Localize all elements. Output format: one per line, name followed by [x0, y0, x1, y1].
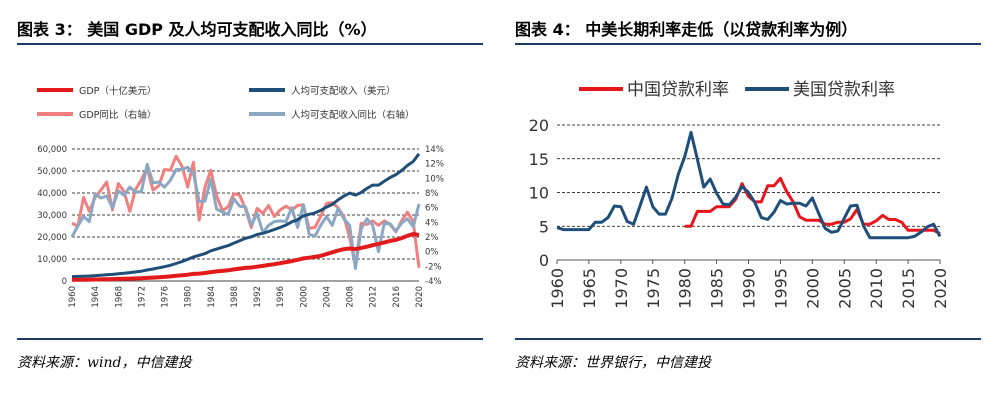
- chart1-x-tick-label: 1964: [91, 286, 101, 308]
- chart2-x-tick-label: 1970: [612, 268, 631, 309]
- chart1-right-tick-label: 8%: [425, 189, 439, 199]
- chart1-x-tick-label: 2012: [369, 286, 379, 308]
- chart1-left-tick-label: 20,000: [37, 233, 67, 243]
- chart1-legend-label: GDP（十亿美元）: [79, 85, 156, 97]
- chart2-legend-label: 美国贷款利率: [793, 80, 895, 100]
- chart2-x-tick-label: 1980: [676, 268, 695, 309]
- chart1-x-tick-label: 2000: [299, 286, 309, 308]
- figure4-source: 资料来源：世界银行，中信建投: [515, 355, 711, 371]
- chart1-x-tick-label: 1988: [230, 286, 240, 308]
- chart2-x-tick-label: 2010: [867, 268, 886, 309]
- figure3-bottom-rule: [17, 338, 483, 340]
- chart1-right-tick-label: -2%: [425, 262, 442, 272]
- chart1-x-tick-label: 2016: [392, 286, 402, 308]
- chart2-x-tick-label: 1975: [644, 268, 663, 309]
- chart1-left-tick-label: 50,000: [37, 167, 67, 177]
- figure4-bottom-rule: [515, 338, 981, 340]
- chart1-x-tick-label: 1996: [276, 286, 286, 308]
- chart1-legend-label: GDP同比（右轴）: [79, 109, 156, 121]
- chart1-series-line: [72, 232, 420, 282]
- chart1-x-tick-label: 2004: [322, 286, 332, 308]
- chart2-y-tick-label: 0: [539, 251, 549, 270]
- chart1-right-tick-label: 2%: [425, 233, 439, 243]
- chart1-right-tick-label: 6%: [425, 204, 439, 214]
- chart1-left-tick-label: 60,000: [37, 145, 67, 155]
- chart2-x-tick-label: 1965: [580, 268, 599, 309]
- chart1-left-tick-label: 0: [62, 277, 67, 287]
- chart1-series: [70, 152, 421, 282]
- chart2-x-tick-label: 2005: [835, 268, 854, 309]
- chart1-legend-label: 人均可支配收入（美元）: [291, 85, 396, 97]
- chart1-series-line: [71, 154, 421, 268]
- chart2-x-tick-label: 1985: [708, 268, 727, 309]
- chart2-x-tick-label: 1995: [771, 268, 790, 309]
- chart1-left-tick-label: 10,000: [37, 255, 67, 265]
- figure3-title: 图表 3： 美国 GDP 及人均可支配收入同比（%）: [17, 20, 377, 39]
- chart1-x-tick-label: 2020: [415, 286, 425, 308]
- chart1-x-tick-label: 1972: [137, 286, 147, 308]
- chart2-x-tick-label: 2000: [803, 268, 822, 309]
- chart1-right-tick-label: 10%: [425, 174, 444, 184]
- chart1-x-tick-label: 1968: [114, 286, 124, 308]
- chart2-y-tick-label: 10: [529, 184, 549, 203]
- chart1-legend-label: 人均可支配收入同比（右轴）: [291, 109, 415, 121]
- chart2-y-tick-label: 20: [529, 116, 549, 135]
- chart1-series-line: [70, 162, 421, 270]
- chart2-series: [556, 130, 942, 240]
- chart1-series-line: [71, 152, 421, 279]
- chart1-right-tick-label: 0%: [425, 248, 439, 258]
- chart2-series-line: [684, 176, 941, 236]
- chart1-x-tick-label: 1976: [161, 286, 171, 308]
- chart1-legend: GDP（十亿美元） 人均可支配收入（美元） GDP同比（右轴） 人均可支配收入同比（右…: [37, 85, 415, 121]
- chart1-x-tick-label: 1984: [207, 286, 217, 308]
- chart2-legend-label: 中国贷款利率: [627, 80, 729, 100]
- chart1-left-tick-label: 30,000: [37, 211, 67, 221]
- chart2-loan-rates: 中国贷款利率 美国贷款利率 0 5 10 15 20 1960 1965 1970 1975 198…: [529, 80, 950, 309]
- figure3-title-rule: [17, 43, 483, 45]
- chart2-x-tick-label: 1960: [548, 268, 567, 309]
- chart2-axes: 0 5 10 15 20 1960 1965 1970 1975 1980 1985 1990 1995…: [529, 116, 950, 309]
- chart2-x-tick-label: 2015: [899, 268, 918, 309]
- chart1-axes: 0 10,000 20,000 30,000 40,000 50,000 60,000 -4%…: [37, 145, 444, 308]
- chart1-right-tick-label: -4%: [425, 277, 442, 287]
- chart2-grid: [557, 124, 940, 227]
- chart2-legend: 中国贷款利率 美国贷款利率: [579, 80, 895, 100]
- chart2-x-tick-label: 2020: [931, 268, 950, 309]
- figure3-source: 资料来源：wind，中信建投: [17, 355, 192, 371]
- chart1-x-tick-label: 1960: [68, 286, 78, 308]
- chart1-x-tick-label: 1980: [184, 286, 194, 308]
- chart1-x-tick-label: 1992: [253, 286, 263, 308]
- figure4-title-rule: [515, 43, 981, 45]
- chart2-y-tick-label: 5: [539, 217, 549, 236]
- chart1-grid: [72, 148, 419, 260]
- chart1-right-tick-label: 14%: [425, 145, 444, 155]
- chart1-gdp-income: GDP（十亿美元） 人均可支配收入（美元） GDP同比（右轴） 人均可支配收入同比（右…: [37, 85, 444, 308]
- chart2-x-tick-label: 1990: [740, 268, 759, 309]
- chart2-series-line: [556, 130, 942, 240]
- figure4-title: 图表 4： 中美长期利率走低（以贷款利率为例）: [515, 20, 858, 39]
- chart1-right-tick-label: 4%: [425, 218, 439, 228]
- chart1-left-tick-label: 40,000: [37, 189, 67, 199]
- chart1-right-tick-label: 12%: [425, 160, 444, 170]
- chart1-x-tick-label: 2008: [346, 286, 356, 308]
- chart2-y-tick-label: 15: [529, 150, 549, 169]
